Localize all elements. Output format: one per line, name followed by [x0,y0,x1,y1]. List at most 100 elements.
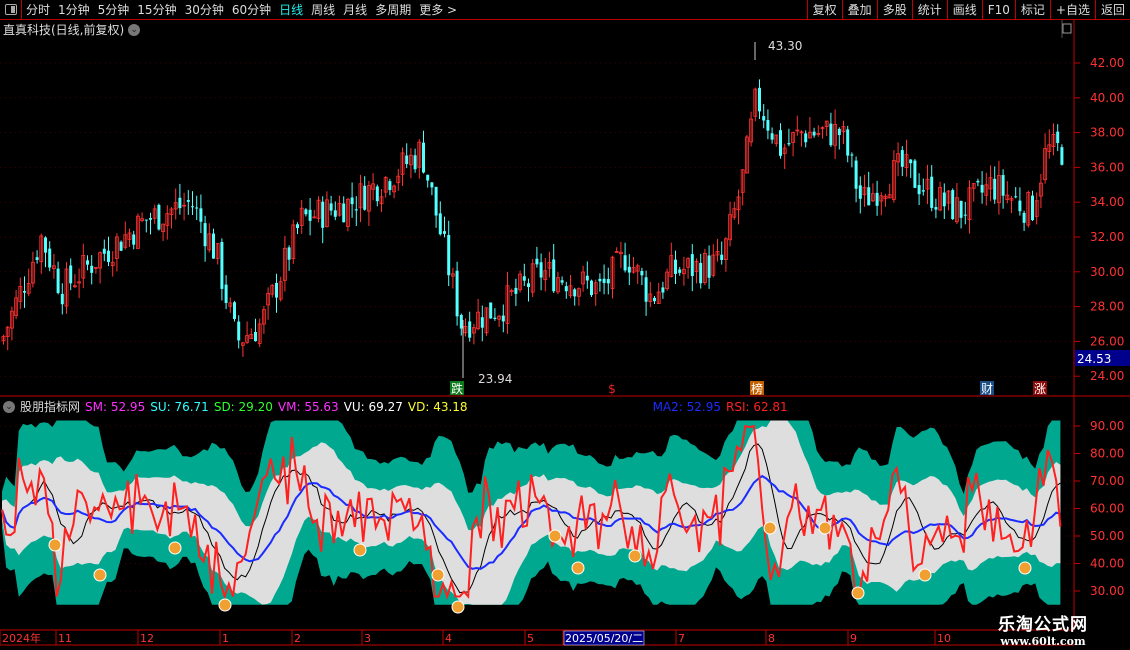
candle-body [169,208,174,215]
candle-body [123,234,128,248]
toolbar-button-8[interactable]: 返回 [1094,0,1130,20]
price-tick-label: 36.00 [1090,160,1124,174]
period-tab-5[interactable]: 60分钟 [231,3,272,17]
toolbar-button-5[interactable]: F10 [981,0,1015,20]
candle-body [846,129,850,156]
candle-body [73,285,77,288]
candle-body [249,334,254,339]
date-label: 3 [364,632,371,645]
toolbar-button-3[interactable]: 统计 [911,0,947,20]
period-tab-6[interactable]: 日线 [279,3,304,17]
candle-body [854,160,858,189]
indicator-tick-label: 30.00 [1090,584,1124,598]
date-label: 4 [445,632,452,645]
candle-body [694,260,699,272]
candle-body [388,181,392,191]
candle-body [988,177,993,190]
period-tab-1[interactable]: 1分钟 [58,3,90,17]
price-tick-label: 24.00 [1090,369,1124,383]
candle-body [539,262,543,278]
candle-body [261,309,266,325]
candle-body [102,248,106,254]
period-tab-8[interactable]: 月线 [343,3,368,17]
candle-body [312,216,317,219]
signal-marker-icon [818,521,832,535]
candle-body [552,259,556,292]
candle-body [942,192,946,207]
toolbar-button-0[interactable]: 复权 [806,0,842,20]
candle-body [324,199,329,228]
candle-body [203,223,207,247]
candle-body [9,310,14,329]
candle-body [127,232,132,240]
candle-body [1026,191,1031,226]
period-tab-10[interactable]: 更多 > [419,3,458,17]
event-marker-2 [750,381,764,395]
candle-body [715,250,720,256]
candle-body [450,273,455,277]
date-label: 11 [58,632,72,645]
candle-body [195,207,199,209]
signal-marker-icon [431,568,445,582]
candle-body [366,185,371,212]
candle-body [590,280,593,296]
candle-body [212,233,215,259]
candle-body [820,127,825,130]
candle-body [287,247,291,260]
candle-body [505,285,510,324]
candle-body [610,256,615,289]
candle-body [1039,182,1043,197]
indicator-value-2: SD: 29.20 [213,399,273,414]
period-tab-2[interactable]: 5分钟 [97,3,130,17]
candle-body [535,258,539,265]
candle-body [518,273,522,291]
candle-body [178,197,182,209]
candle-body [656,291,661,304]
indicator-value-0: SM: 52.95 [85,399,146,414]
toolbar-button-6[interactable]: 标记 [1014,0,1050,20]
price-tick-label: 26.00 [1090,334,1124,348]
candle-body [35,257,39,260]
candle-body [635,265,640,272]
toolbar-button-1[interactable]: 叠加 [841,0,877,20]
layout-toggle-button[interactable] [0,0,22,20]
candle-body [707,255,711,278]
candle-body [619,251,623,255]
stock-title: 直真科技(日线,前复权) ⌄ [3,21,141,38]
period-tab-3[interactable]: 15分钟 [137,3,177,17]
chevron-down-icon[interactable]: ⌄ [3,400,15,413]
candle-body [1014,196,1018,198]
period-tab-9[interactable]: 多周期 [375,3,412,17]
candle-body [94,266,98,269]
period-tab-7[interactable]: 周线 [311,3,336,17]
candle-body [476,311,481,330]
candle-body [690,254,694,276]
period-tab-0[interactable]: 分时 [26,3,51,17]
date-label: 7 [678,632,685,645]
toolbar-button-2[interactable]: 多股 [876,0,912,20]
candle-body [795,129,800,132]
candle-body [405,155,409,165]
toolbar-button-7[interactable]: +自选 [1049,0,1095,20]
candle-body [527,283,530,288]
candle-body [1051,133,1056,147]
candle-body [321,201,325,228]
rsi-line [1,424,1062,600]
candle-body [459,314,463,329]
candle-body [245,335,250,343]
period-tab-4[interactable]: 30分钟 [184,3,224,17]
event-marker-label: 财 [981,382,993,396]
candle-body [959,200,963,218]
signal-marker-icon [1018,561,1032,575]
toolbar-button-4[interactable]: 画线 [946,0,982,20]
candle-body [997,175,1001,204]
event-marker-0 [450,381,464,395]
candle-body [358,183,363,209]
candle-body [468,321,472,338]
date-label: 8 [768,632,775,645]
chevron-down-icon[interactable]: ⌄ [128,23,141,36]
candle-body [447,235,451,276]
signal-marker-icon [218,598,232,612]
indicator-value-4: VU: 69.27 [343,399,403,414]
